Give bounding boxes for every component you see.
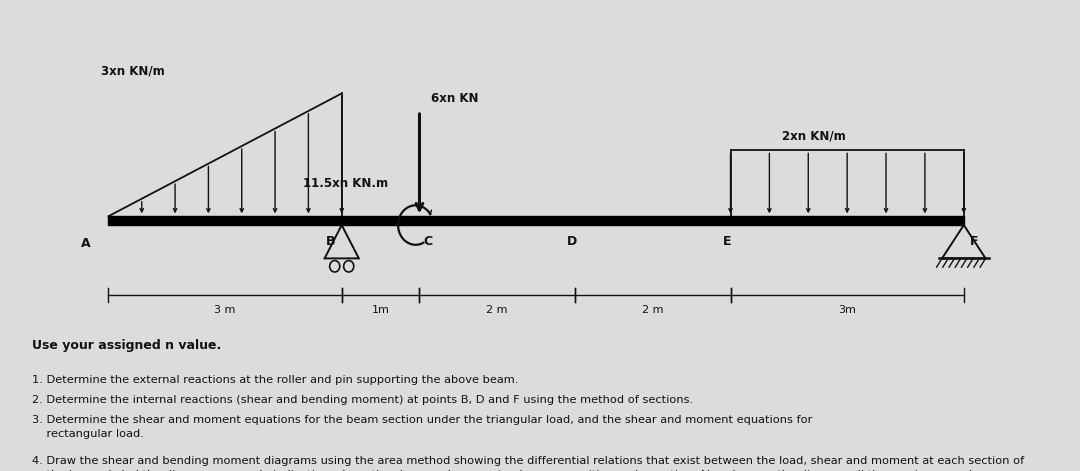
Text: 3. Determine the shear and moment equations for the beam section under the trian: 3. Determine the shear and moment equati… (32, 415, 813, 439)
Text: 2 m: 2 m (642, 305, 663, 315)
Text: A: A (81, 237, 91, 250)
Text: 3xn KN/m: 3xn KN/m (100, 64, 164, 77)
Text: 6xn KN: 6xn KN (431, 92, 478, 105)
Text: 1. Determine the external reactions at the roller and pin supporting the above b: 1. Determine the external reactions at t… (32, 375, 518, 385)
Text: 2xn KN/m: 2xn KN/m (782, 130, 846, 143)
Text: 2 m: 2 m (486, 305, 508, 315)
Text: 3 m: 3 m (215, 305, 235, 315)
Text: E: E (723, 235, 731, 248)
Text: Use your assigned n value.: Use your assigned n value. (32, 339, 221, 352)
Text: 3m: 3m (838, 305, 856, 315)
Text: C: C (423, 235, 432, 248)
Text: F: F (970, 235, 978, 248)
Text: B: B (326, 235, 336, 248)
Text: D: D (567, 235, 578, 248)
Text: 4. Draw the shear and bending moment diagrams using the area method showing the : 4. Draw the shear and bending moment dia… (32, 456, 1025, 471)
Text: 1m: 1m (372, 305, 390, 315)
Text: 11.5xn KN.m: 11.5xn KN.m (302, 177, 388, 190)
Text: 2. Determine the internal reactions (shear and bending moment) at points B, D an: 2. Determine the internal reactions (she… (32, 395, 693, 405)
Bar (108, 216, 963, 225)
